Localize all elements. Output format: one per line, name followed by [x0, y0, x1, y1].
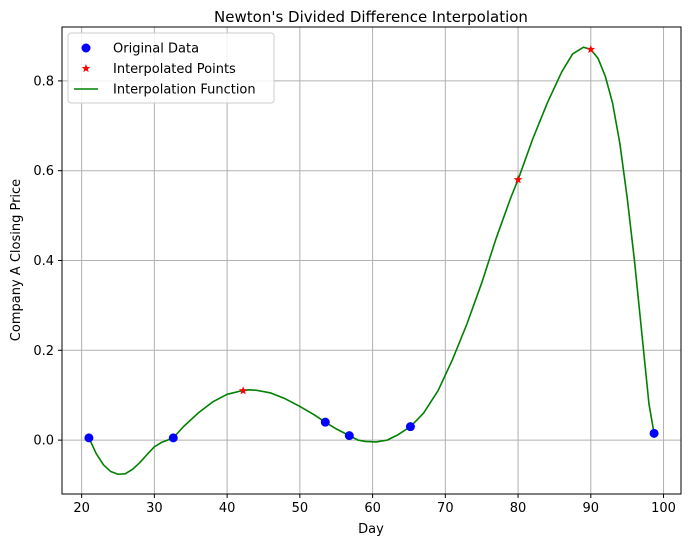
- original-data-point: [344, 431, 354, 441]
- x-tick-label: 50: [292, 501, 309, 516]
- y-tick-label: 0.4: [33, 254, 54, 269]
- chart-title: Newton's Divided Difference Interpolatio…: [214, 8, 528, 26]
- original-data-point: [168, 433, 178, 443]
- legend-circle-swatch: [81, 43, 91, 53]
- interpolated-point: [586, 44, 596, 54]
- legend-label: Interpolation Function: [113, 83, 256, 98]
- legend-star-swatch: [81, 64, 91, 73]
- grid: [62, 27, 681, 494]
- x-tick-label: 70: [437, 501, 454, 516]
- original-data-point: [320, 417, 330, 427]
- x-tick-label: 80: [510, 501, 527, 516]
- y-tick-label: 0.6: [33, 164, 54, 179]
- x-tick-label: 90: [583, 501, 600, 516]
- axes-ticks: 20 30 40 50 60 70 80 90 100 0.0 0.2 0.4 0.6 0.8: [33, 74, 676, 516]
- x-tick-label: 100: [651, 501, 676, 516]
- original-data-point: [84, 433, 94, 443]
- y-tick-label: 0.2: [33, 344, 54, 359]
- original-data-point: [405, 422, 415, 432]
- x-tick-label: 20: [73, 501, 90, 516]
- legend-box: [67, 32, 275, 104]
- interpolated-point: [513, 175, 523, 184]
- y-tick-label: 0.8: [33, 74, 54, 89]
- legend-label: Interpolated Points: [113, 62, 236, 77]
- y-axis-label: Company A Closing Price: [9, 179, 24, 341]
- series: [84, 44, 659, 476]
- interpolated-point: [238, 386, 248, 395]
- legend-label: Original Data: [113, 42, 199, 57]
- x-tick-label: 40: [219, 501, 236, 516]
- original-data-point: [649, 428, 659, 438]
- x-axis-label: Day: [358, 522, 384, 537]
- x-tick-label: 30: [146, 501, 163, 516]
- x-tick-label: 60: [364, 501, 381, 516]
- y-tick-label: 0.0: [33, 434, 54, 449]
- legend: Original Data Interpolated Points Interpol…: [67, 32, 275, 104]
